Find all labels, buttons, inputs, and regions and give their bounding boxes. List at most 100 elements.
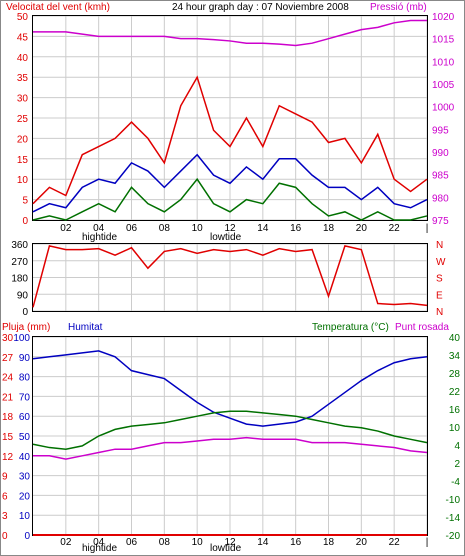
temperature-y-tick: 2 xyxy=(454,459,460,470)
wind-gust-series xyxy=(32,75,428,205)
x-tick-label: 22 xyxy=(389,537,401,548)
x-tick-label: 22 xyxy=(389,223,401,234)
wind-min-series xyxy=(32,177,428,221)
compass-y-tick: E xyxy=(436,290,443,301)
humidity-y-tick: 80 xyxy=(19,373,31,384)
compass-y-tick: S xyxy=(436,274,443,285)
rain-y-tick: 27 xyxy=(2,353,14,364)
temperature-y-tick: -14 xyxy=(446,513,461,524)
direction-y-tick: 90 xyxy=(17,290,29,301)
x-tick-label: | xyxy=(426,223,429,234)
humidity-y-tick: 90 xyxy=(19,353,31,364)
rain-y-tick: 21 xyxy=(2,392,14,403)
x-tick-label: 10 xyxy=(192,223,204,234)
humidity-y-tick: 70 xyxy=(19,392,31,403)
direction-y-tick: 360 xyxy=(11,240,28,251)
wind-avg-series xyxy=(32,153,428,213)
rain-y-tick: 3 xyxy=(2,511,8,522)
humidity-title: Humitat xyxy=(68,322,103,333)
x-tick-label: 04 xyxy=(93,537,105,548)
x-tick-label: 20 xyxy=(356,223,368,234)
temperature-y-tick: 22 xyxy=(449,387,461,398)
x-tick-label: 14 xyxy=(257,537,269,548)
compass-y-tick: W xyxy=(436,257,446,268)
top-plot-frame xyxy=(32,15,428,221)
x-tick-label: 06 xyxy=(126,537,138,548)
x-tick-label: 02 xyxy=(60,537,72,548)
temperature-y-tick: -20 xyxy=(446,531,461,542)
dewpoint-series xyxy=(33,436,428,460)
pressure-y-tick: 1015 xyxy=(432,35,455,46)
mid-plot-frame xyxy=(32,243,428,312)
temperature-y-tick: 28 xyxy=(449,369,461,380)
rain-y-tick: 24 xyxy=(2,373,14,384)
temperature-title: Temperatura (°C) xyxy=(312,322,389,333)
rain-y-tick: 30 xyxy=(2,333,14,344)
top-series xyxy=(32,19,428,221)
x-tick-label: 12 xyxy=(224,537,236,548)
pressure-y-tick: 980 xyxy=(432,193,449,204)
humidity-temperature-chart: Pluja (mm) Humitat Temperatura (°C) Punt… xyxy=(2,322,460,554)
rain-y-axis: 0 3 6 9 12 15 18 21 24 27 30 xyxy=(2,333,14,542)
compass-y-tick: N xyxy=(436,307,443,318)
humidity-y-axis: 0 10 20 30 40 50 60 70 80 90 100 xyxy=(13,333,30,542)
x-tick-label: 10 xyxy=(192,537,204,548)
pressure-y-tick: 1005 xyxy=(432,80,455,91)
x-tick-label: 06 xyxy=(126,223,138,234)
humidity-y-tick: 50 xyxy=(19,432,31,443)
rain-y-tick: 9 xyxy=(2,472,8,483)
wind-y-tick: 15 xyxy=(17,155,29,166)
wind-pressure-chart: Velocitat del vent (kmh) 24 hour graph d… xyxy=(6,2,455,243)
rain-y-tick: 18 xyxy=(2,412,14,423)
humidity-y-tick: 0 xyxy=(24,531,30,542)
pressure-y-tick: 1010 xyxy=(432,57,455,68)
rain-y-tick: 6 xyxy=(2,491,8,502)
top-x-axis: 02 04 06 08 10 12 14 16 18 20 22 | xyxy=(60,223,428,234)
x-tick-label: 18 xyxy=(323,537,335,548)
dewpoint-title: Punt rosada xyxy=(395,322,449,333)
direction-y-axis: 0 90 180 270 360 xyxy=(11,240,28,318)
wind-y-tick: 35 xyxy=(17,73,29,84)
temperature-y-tick: -10 xyxy=(446,495,461,506)
pressure-y-tick: 995 xyxy=(432,125,449,136)
temperature-y-tick: 10 xyxy=(449,423,461,434)
mid-series xyxy=(32,244,428,308)
direction-y-tick: 180 xyxy=(11,274,28,285)
direction-y-tick: 0 xyxy=(22,307,28,318)
x-tick-label: 02 xyxy=(60,223,72,234)
wind-y-tick: 5 xyxy=(22,196,28,207)
rain-y-tick: 15 xyxy=(2,432,14,443)
x-tick-label: 14 xyxy=(257,223,269,234)
pressure-y-tick: 1000 xyxy=(432,103,455,114)
temperature-y-tick: 40 xyxy=(449,333,461,344)
x-tick-label: 12 xyxy=(224,223,236,234)
wind-y-tick: 40 xyxy=(17,53,29,64)
wind-y-tick: 30 xyxy=(17,94,29,105)
compass-y-tick: N xyxy=(436,240,443,251)
temperature-y-tick: -4 xyxy=(451,477,460,488)
lowtide-label-top: lowtide xyxy=(210,232,242,243)
pressure-title: Pressió (mb) xyxy=(370,2,427,13)
lowtide-label-bottom: lowtide xyxy=(210,543,242,554)
wind-y-axis: 0 5 10 15 20 25 30 35 40 45 50 xyxy=(17,12,29,227)
temperature-y-axis: -20 -14 -10 -4 2 4 10 16 22 28 34 40 xyxy=(446,333,461,542)
pressure-y-tick: 1020 xyxy=(432,12,455,23)
x-tick-label: 04 xyxy=(93,223,105,234)
x-tick-label: | xyxy=(426,537,429,548)
x-tick-label: 16 xyxy=(290,223,302,234)
temperature-y-tick: 16 xyxy=(449,405,461,416)
temperature-series xyxy=(32,410,428,450)
x-tick-label: 20 xyxy=(356,537,368,548)
wind-y-tick: 0 xyxy=(22,216,28,227)
humidity-y-tick: 10 xyxy=(19,511,31,522)
wind-speed-title: Velocitat del vent (kmh) xyxy=(6,2,110,13)
hightide-label-bottom: hightide xyxy=(82,543,117,554)
humidity-y-tick: 60 xyxy=(19,412,31,423)
pressure-series xyxy=(33,19,427,47)
wind-y-tick: 20 xyxy=(17,134,29,145)
pressure-y-tick: 990 xyxy=(432,148,449,159)
